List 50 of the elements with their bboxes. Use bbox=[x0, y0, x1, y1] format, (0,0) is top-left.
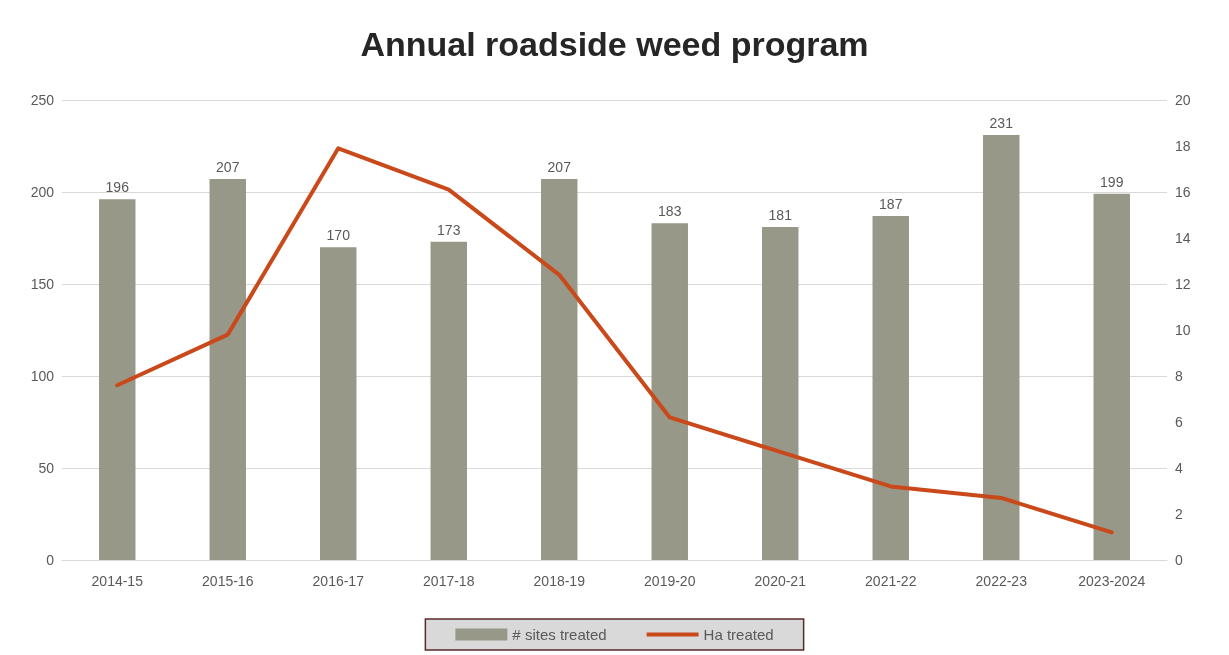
bar bbox=[1093, 193, 1130, 560]
data-label: 196 bbox=[105, 179, 130, 196]
y2-tick-label: 0 bbox=[1175, 552, 1183, 568]
y2-tick-label: 10 bbox=[1175, 322, 1191, 338]
bar bbox=[651, 223, 688, 560]
x-tick-label: 2018-19 bbox=[533, 573, 586, 589]
x-tick-label: 2014-15 bbox=[91, 573, 144, 589]
bar bbox=[983, 134, 1020, 560]
y2-tick-label: 18 bbox=[1175, 138, 1191, 154]
x-tick-label: 2021-22 bbox=[865, 573, 917, 589]
x-tick-label: 2019-20 bbox=[644, 573, 696, 589]
data-label: 231 bbox=[989, 114, 1014, 131]
bar bbox=[99, 199, 136, 560]
x-tick-label: 2022-23 bbox=[975, 573, 1028, 589]
data-label: 170 bbox=[326, 227, 351, 244]
y-tick-label: 150 bbox=[30, 276, 55, 292]
x-tick-label: 2023-2024 bbox=[1078, 573, 1146, 589]
y2-tick-label: 4 bbox=[1175, 460, 1183, 476]
y-tick-label: 50 bbox=[38, 460, 55, 476]
data-label: 183 bbox=[658, 203, 682, 220]
y2-tick-label: 12 bbox=[1175, 276, 1191, 292]
data-label: 181 bbox=[768, 206, 793, 223]
bar bbox=[872, 215, 909, 560]
y2-tick-label: 20 bbox=[1175, 92, 1191, 108]
y-tick-label: 100 bbox=[30, 368, 55, 384]
y2-tick-label: 14 bbox=[1175, 230, 1191, 246]
bar bbox=[541, 179, 578, 560]
data-label: 187 bbox=[879, 195, 903, 212]
chart-title: Annual roadside weed program bbox=[360, 25, 869, 63]
bar bbox=[762, 226, 799, 560]
x-tick-label: 2015-16 bbox=[202, 573, 254, 589]
data-label: 199 bbox=[1100, 173, 1124, 190]
legend-label: Ha treated bbox=[703, 626, 774, 643]
y-tick-label: 0 bbox=[46, 552, 55, 568]
x-tick-label: 2016-17 bbox=[312, 573, 365, 589]
data-label: 173 bbox=[437, 221, 461, 238]
y2-tick-label: 6 bbox=[1175, 414, 1183, 430]
data-label: 207 bbox=[547, 159, 572, 176]
x-tick-label: 2017-18 bbox=[423, 573, 475, 589]
legend-label: # sites treated bbox=[512, 626, 607, 643]
y2-tick-label: 16 bbox=[1175, 184, 1191, 200]
bar bbox=[320, 247, 357, 560]
y2-tick-label: 8 bbox=[1175, 368, 1183, 384]
bar bbox=[209, 179, 246, 560]
x-tick-label: 2020-21 bbox=[754, 573, 807, 589]
bar bbox=[430, 241, 467, 560]
y-tick-label: 200 bbox=[30, 184, 55, 200]
data-label: 207 bbox=[216, 159, 240, 176]
y2-tick-label: 2 bbox=[1175, 506, 1183, 522]
y-tick-label: 250 bbox=[30, 92, 55, 108]
